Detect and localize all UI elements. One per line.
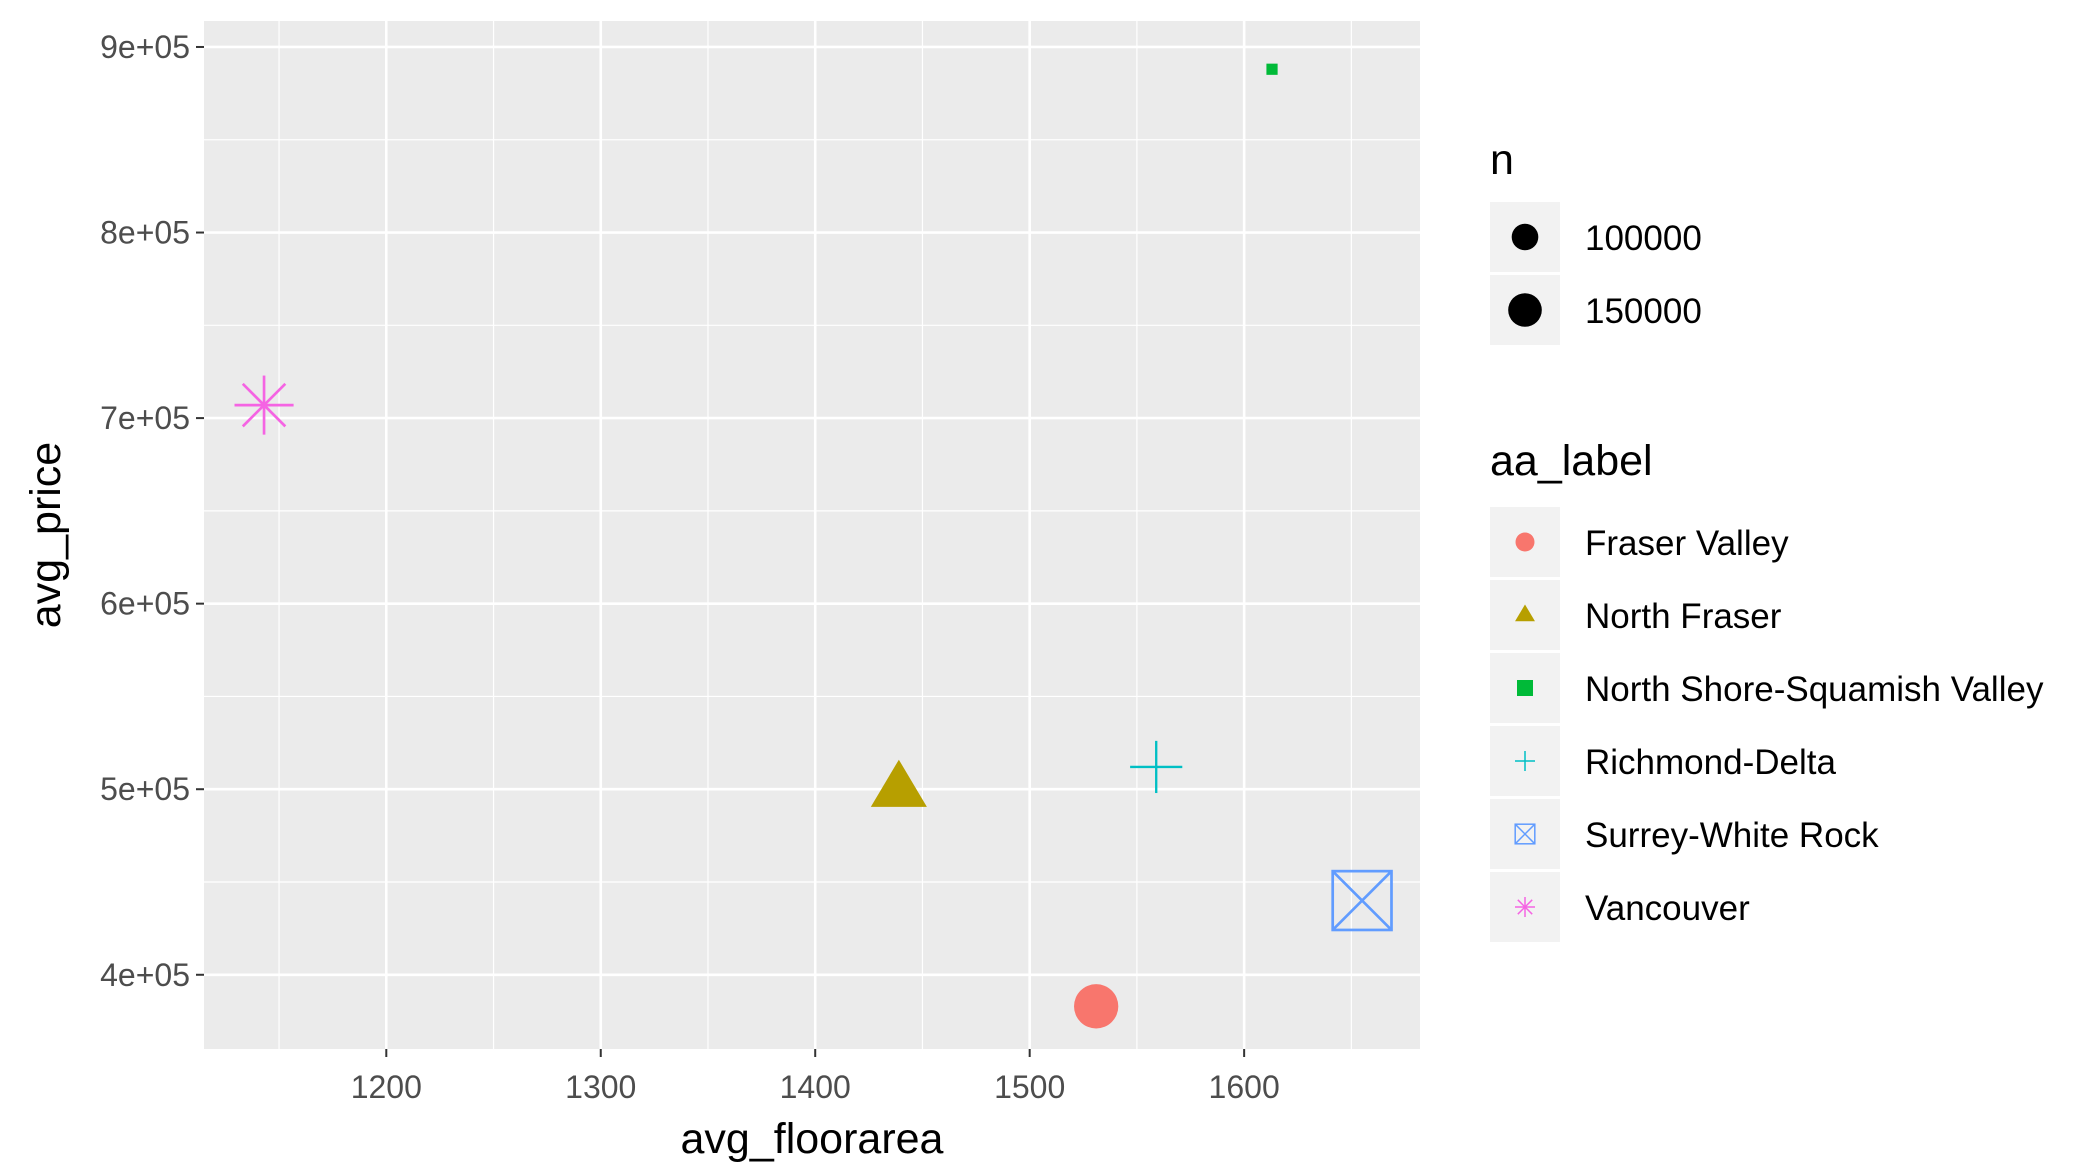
- y-tick-label: 8e+05: [100, 215, 190, 251]
- x-tick-label: 1200: [351, 1069, 422, 1105]
- size-legend-dot: [1508, 293, 1542, 327]
- y-tick-label: 5e+05: [100, 771, 190, 807]
- shape-legend-title: aa_label: [1490, 437, 1653, 485]
- shape-legend: aa_label Fraser Valley North Fraser North …: [1490, 437, 2044, 942]
- x-tick-label: 1400: [780, 1069, 851, 1105]
- size-legend-label: 100000: [1585, 219, 1702, 258]
- shape-legend-label: Vancouver: [1585, 889, 1750, 928]
- shape-legend-label: Richmond-Delta: [1585, 743, 1836, 782]
- y-tick-label: 6e+05: [100, 586, 190, 622]
- point-north-shore-squamish-valley: [1266, 63, 1278, 75]
- point-north-fraser: [870, 759, 927, 807]
- shape-legend-symbol: [1515, 532, 1535, 552]
- point-richmond-delta: [1130, 740, 1183, 794]
- size-legend-dot: [1511, 223, 1539, 251]
- x-axis-title: avg_floorarea: [681, 1115, 944, 1163]
- size-legend: n 100000 150000: [1490, 136, 1702, 345]
- shape-legend-symbol: [1515, 897, 1535, 917]
- y-tick-label: 7e+05: [100, 400, 190, 436]
- shape-legend-symbol: [1517, 680, 1533, 696]
- shape-legend-label: North Shore-Squamish Valley: [1585, 670, 2044, 709]
- shape-legend-symbol: [1515, 751, 1535, 771]
- y-tick-label: 9e+05: [100, 29, 190, 65]
- data-points: [234, 63, 1393, 1029]
- shape-legend-label: Surrey-White Rock: [1585, 816, 1879, 855]
- y-axis: 4e+05 5e+05 6e+05 7e+05 8e+05 9e+05: [100, 29, 204, 993]
- x-tick-label: 1600: [1209, 1069, 1280, 1105]
- minor-gridlines: [204, 21, 1420, 1049]
- x-axis: 1200 1300 1400 1500 1600: [351, 1049, 1280, 1105]
- point-vancouver: [234, 375, 294, 435]
- point-surrey-white-rock: [1331, 869, 1393, 932]
- shape-legend-label: Fraser Valley: [1585, 524, 1789, 563]
- major-gridlines: [204, 21, 1420, 1049]
- plot-panel: [204, 21, 1420, 1049]
- x-tick-label: 1300: [565, 1069, 636, 1105]
- size-legend-label: 150000: [1585, 292, 1702, 331]
- x-tick-label: 1500: [994, 1069, 1065, 1105]
- shape-legend-label: North Fraser: [1585, 597, 1782, 636]
- y-tick-label: 4e+05: [100, 957, 190, 993]
- point-fraser-valley: [1074, 984, 1119, 1029]
- shape-legend-symbol: [1515, 604, 1535, 622]
- shape-legend-symbol: [1514, 823, 1536, 845]
- y-axis-title: avg_price: [22, 442, 70, 628]
- size-legend-title: n: [1490, 136, 1514, 184]
